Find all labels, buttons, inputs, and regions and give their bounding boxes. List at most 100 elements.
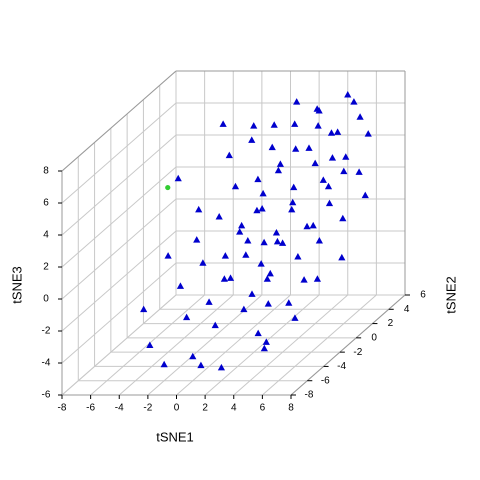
data-point [263,275,271,282]
y-tick-label: 4 [404,304,410,315]
data-point [260,238,268,246]
data-point [314,122,322,129]
data-point [176,282,185,289]
data-point [288,205,296,213]
box-edge [290,294,406,396]
grid-line [61,262,177,364]
data-point [174,174,182,182]
data-point [285,299,293,306]
data-point [195,205,203,213]
z-axis-title: tSNE3 [9,266,24,304]
data-point [262,338,270,345]
data-point [264,300,272,307]
data-point [244,237,252,244]
data-point [254,329,262,337]
data-point [220,275,228,282]
data-point [313,275,322,282]
y-tick-label: -8 [305,390,314,401]
z-tick-label: 4 [43,230,49,241]
data-point [328,154,337,161]
data-point [305,144,313,151]
data-point [319,176,327,183]
data-point [221,252,229,259]
y-tick-label: -2 [353,347,362,358]
data-point [340,167,348,175]
data-point [355,168,363,175]
z-tick-label: -2 [42,326,51,337]
data-point [248,290,256,297]
data-point [273,237,282,245]
data-point [292,145,300,152]
y-axis-title: tSNE2 [443,276,458,314]
x-tick-label: -4 [115,403,124,414]
y-tick-label: 6 [420,290,426,301]
y-tick-label: 0 [371,332,377,343]
data-point [303,222,311,230]
z-tick-label: 0 [43,294,49,305]
data-point [291,314,299,321]
data-point [334,128,342,135]
grid-line [204,294,320,396]
data-point [250,122,258,129]
data-point [290,183,298,191]
z-tick-label: 8 [43,166,49,177]
data-point [240,305,248,313]
data-point [205,298,213,305]
grid-line [61,102,177,204]
z-tick-label: -6 [42,390,51,401]
grid-line [61,230,177,332]
data-point [289,198,297,206]
data-point [253,206,261,214]
data-point [315,107,323,114]
data-point [268,143,276,151]
data-point [276,160,284,167]
data-point [361,191,369,199]
x-axis-title: tSNE1 [156,429,194,444]
data-point [236,228,244,235]
z-tick-label: 6 [43,198,49,209]
data-point [291,120,299,127]
grid-line [61,198,177,300]
data-point [364,130,372,137]
data-point [300,276,308,283]
data-point [259,189,267,197]
data-point [199,259,207,266]
data-point [146,341,154,349]
data-point [339,214,347,222]
data-point [266,269,274,277]
data-point [327,129,336,136]
grid-line [90,294,205,396]
data-point [160,360,168,368]
y-tick-label: 2 [388,318,394,329]
y-tick-label: -4 [337,361,346,372]
data-point [215,213,223,220]
data-point [315,237,323,244]
data-point [350,98,358,105]
x-tick-label: 0 [174,403,180,414]
z-tick-label: 2 [43,262,49,273]
data-point [311,159,319,167]
data-point [260,344,268,352]
data-point [274,166,283,174]
box-edge [61,70,177,172]
data-point [270,121,278,128]
data-point [279,239,287,246]
data-point [342,153,350,160]
data-point [211,321,219,329]
data-point [165,184,171,191]
data-point [231,182,240,190]
data-point [193,236,201,243]
z-tick-label: -4 [42,358,51,369]
data-point [338,253,346,261]
data-point [238,221,246,229]
data-point [272,229,281,236]
data-point [309,221,317,229]
data-point [197,361,205,369]
data-point [258,205,266,212]
data-point [248,136,256,143]
data-point [217,363,226,371]
x-tick-label: 2 [202,403,208,414]
data-point [164,252,172,259]
x-tick-label: -2 [143,403,152,414]
